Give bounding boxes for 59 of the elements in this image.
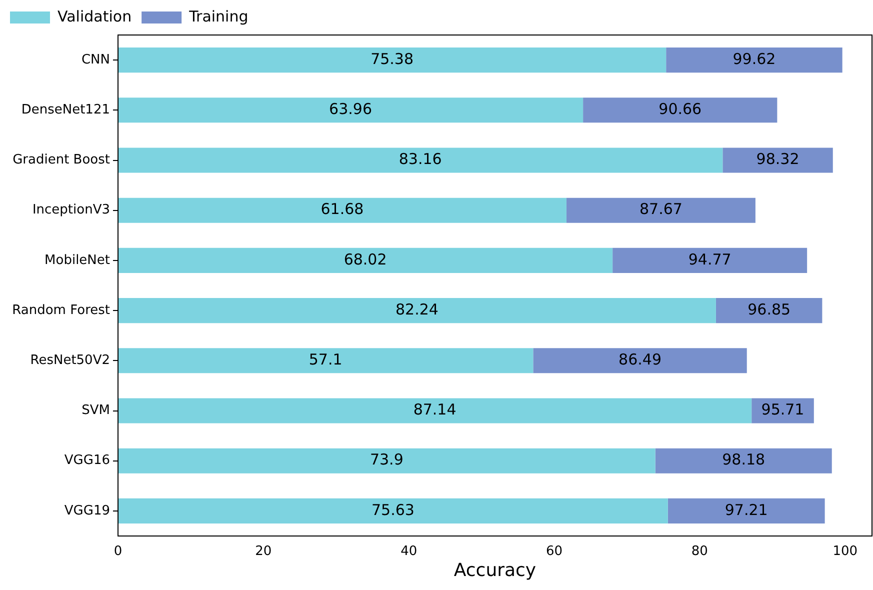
bar [118,148,723,173]
bar [118,448,656,474]
y-tick-label: CNN [81,52,110,68]
data-label: 75.38 [370,50,414,68]
total-label: 95.71 [761,400,804,419]
bar [118,248,613,273]
x-tick-label: 100 [832,544,858,560]
bar [716,298,822,324]
data-label: 83.16 [398,150,442,168]
bar [118,348,534,374]
total-label: 86.49 [618,350,662,369]
total-label: 98.32 [756,150,800,168]
bar [118,398,752,424]
data-label: 87.14 [413,400,456,419]
x-tick-label: 40 [400,544,418,560]
y-tick-label: Random Forest [12,302,110,318]
bar [118,298,716,324]
bar [118,498,668,524]
bar [668,498,825,524]
data-label: 68.02 [344,250,387,268]
y-tick-label: InceptionV3 [32,202,110,218]
y-tick-label: VGG19 [64,503,110,518]
x-axis-title: Accuracy [454,560,536,581]
total-label: 96.85 [748,300,791,318]
x-tick-label: 0 [114,544,122,560]
bar [583,98,778,123]
data-label: 82.24 [396,300,438,318]
bar [533,348,747,374]
bar [666,48,842,73]
data-label: 75.63 [371,500,414,519]
y-tick-label: ResNet50V2 [30,353,110,368]
y-tick-label: Gradient Boost [12,152,110,168]
x-tick-label: 80 [691,544,708,560]
bar [566,198,756,223]
total-label: 94.77 [688,250,732,268]
total-label: 99.62 [732,50,776,68]
legend-label: Training [188,7,248,26]
bar [655,448,832,474]
bar [118,48,666,73]
bar [118,198,566,223]
bar [722,148,833,173]
total-label: 90.66 [658,100,702,118]
bar [118,98,584,123]
data-label: 73.9 [370,450,404,469]
legend-label: Validation [58,7,132,26]
bar [752,398,814,424]
y-tick-label: DenseNet121 [21,102,110,118]
y-tick-label: MobileNet [44,252,110,268]
y-tick-label: VGG16 [64,453,110,468]
data-label: 63.96 [329,100,372,118]
data-label: 61.68 [320,200,364,218]
total-label: 97.21 [724,500,768,519]
total-label: 87.67 [639,200,682,218]
data-label: 57.1 [308,350,342,369]
x-tick-label: 60 [546,544,563,560]
x-tick-label: 20 [255,544,272,560]
bar [612,248,808,273]
y-tick-label: SVM [82,403,110,418]
total-label: 98.18 [722,450,766,469]
